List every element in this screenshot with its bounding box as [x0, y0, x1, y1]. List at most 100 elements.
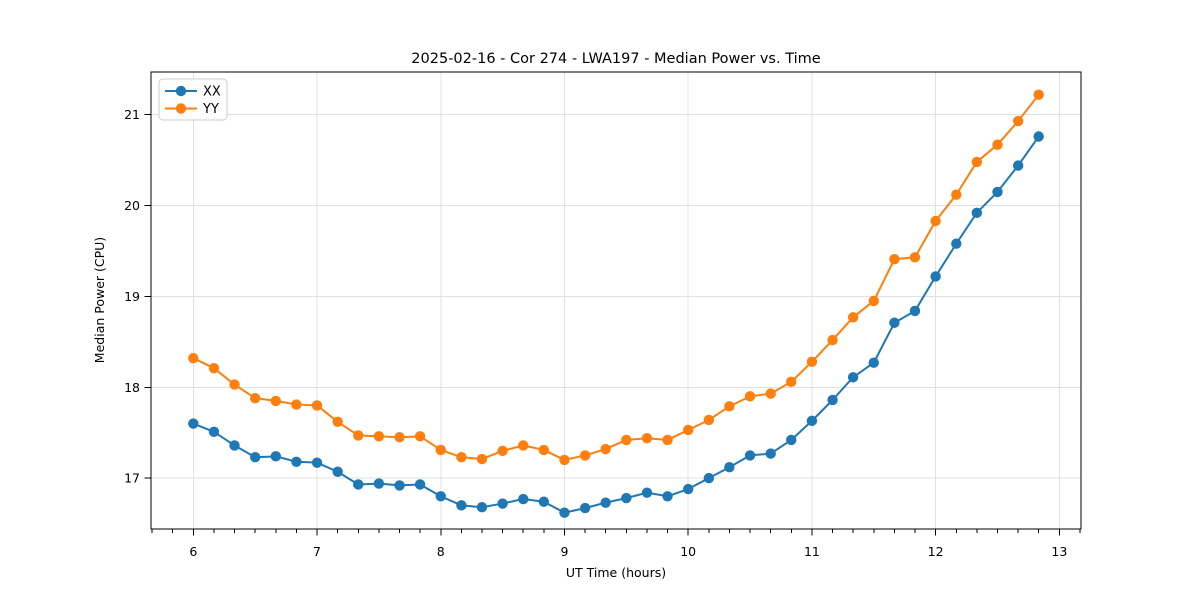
series-yy: [188, 89, 1044, 466]
data-point-marker: [394, 480, 405, 491]
data-point-marker: [909, 252, 921, 263]
data-point-marker: [435, 444, 446, 456]
data-point-marker: [868, 295, 879, 307]
data-point-marker: [724, 462, 735, 473]
grid: [151, 72, 1081, 529]
data-point-marker: [847, 312, 859, 323]
data-point-marker: [538, 444, 550, 456]
data-point-marker: [538, 496, 550, 507]
data-point-marker: [353, 479, 364, 490]
data-point-marker: [1012, 115, 1024, 127]
data-point-marker: [806, 356, 818, 368]
data-point-marker: [724, 401, 735, 412]
data-point-marker: [311, 400, 323, 411]
data-point-marker: [621, 492, 632, 504]
data-point-marker: [270, 395, 282, 407]
data-point-marker: [744, 450, 756, 461]
data-point-marker: [682, 424, 694, 436]
data-point-marker: [456, 452, 467, 463]
data-point-marker: [930, 215, 941, 227]
data-point-marker: [208, 426, 220, 437]
data-point-marker: [662, 434, 673, 446]
y-axis-label: Median Power (CPU): [92, 237, 107, 363]
legend-item-yy: YY: [165, 102, 219, 117]
data-point-marker: [476, 501, 488, 513]
data-point-marker: [641, 487, 653, 498]
data-point-marker: [971, 156, 983, 168]
y-tick-label: 18: [124, 380, 140, 395]
data-point-marker: [992, 139, 1003, 150]
data-point-marker: [249, 392, 261, 404]
data-point-marker: [559, 454, 570, 466]
data-point-marker: [518, 493, 529, 505]
data-point-marker: [373, 431, 385, 442]
data-point-marker: [806, 415, 818, 427]
data-point-marker: [662, 491, 673, 502]
ticks: [144, 114, 1081, 536]
x-axis-label: UT Time (hours): [566, 565, 666, 580]
y-tick-label: 17: [124, 471, 140, 486]
data-point-marker: [786, 434, 797, 446]
data-point-marker: [1033, 89, 1044, 100]
series-xx: [188, 131, 1044, 518]
data-point-marker: [600, 497, 611, 508]
data-point-marker: [889, 253, 900, 265]
data-point-marker: [270, 451, 282, 462]
data-point-marker: [249, 452, 261, 463]
data-point-marker: [414, 479, 426, 490]
data-point-marker: [971, 207, 983, 219]
x-tick-label: 13: [1051, 544, 1067, 559]
plot-area: 6 7 8 9 10 11 12 13 17 18 19 20 21 XX YY: [124, 71, 1082, 559]
data-point-marker: [868, 357, 879, 368]
legend-item-xx: XX: [165, 85, 221, 100]
data-point-marker: [703, 414, 715, 426]
data-point-marker: [311, 457, 323, 468]
data-point-marker: [332, 416, 343, 427]
data-point-marker: [744, 391, 756, 402]
y-tick-label: 21: [124, 107, 140, 122]
data-point-marker: [827, 394, 838, 406]
y-tick-label: 19: [124, 289, 140, 304]
legend-marker-icon: [175, 85, 187, 97]
data-point-marker: [786, 376, 797, 388]
data-point-marker: [579, 502, 591, 514]
data-point-marker: [394, 432, 405, 443]
data-point-marker: [518, 440, 529, 451]
data-point-marker: [847, 372, 859, 383]
x-tick-label: 9: [560, 544, 568, 559]
series-line-xx: [192, 135, 1040, 514]
data-point-marker: [621, 434, 632, 446]
data-point-marker: [827, 334, 838, 346]
data-point-marker: [456, 500, 467, 511]
data-point-marker: [291, 456, 302, 467]
data-point-marker: [435, 491, 446, 502]
data-point-marker: [497, 445, 508, 457]
x-tick-label: 12: [928, 544, 944, 559]
data-point-marker: [559, 507, 570, 518]
chart-title: 2025-02-16 - Cor 274 - LWA197 - Median P…: [411, 51, 820, 67]
x-tick-label: 10: [680, 544, 696, 559]
data-point-marker: [600, 443, 611, 455]
data-point-marker: [229, 440, 240, 451]
x-tick-label: 7: [313, 544, 321, 559]
data-point-marker: [1012, 160, 1024, 171]
data-point-marker: [229, 379, 240, 390]
data-point-marker: [909, 305, 921, 317]
data-point-marker: [476, 453, 488, 465]
data-point-marker: [765, 448, 776, 459]
legend-marker-icon: [175, 103, 187, 114]
data-point-marker: [332, 466, 343, 477]
data-point-marker: [951, 238, 962, 249]
data-point-marker: [188, 352, 199, 364]
data-point-marker: [353, 430, 364, 441]
data-point-marker: [682, 483, 694, 495]
data-point-marker: [497, 498, 508, 509]
data-point-marker: [930, 271, 941, 282]
data-point-marker: [992, 186, 1003, 198]
legend: XX YY: [158, 78, 228, 121]
data-point-marker: [1033, 131, 1044, 142]
data-point-marker: [579, 450, 591, 461]
data-point-marker: [889, 317, 900, 328]
data-point-marker: [291, 399, 302, 410]
